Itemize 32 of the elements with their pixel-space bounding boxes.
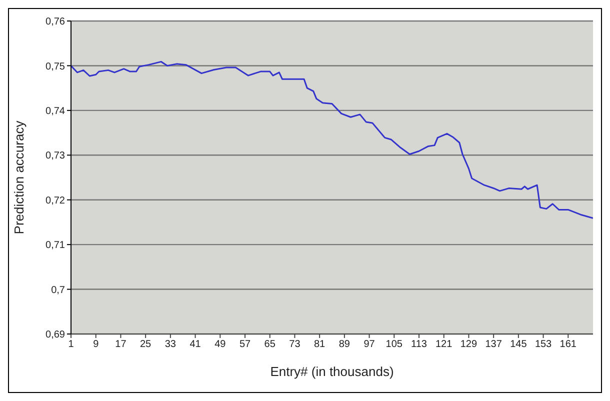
x-tick-label: 9: [93, 339, 100, 350]
line-series: [71, 60, 593, 219]
x-tick-label: 129: [460, 339, 478, 350]
x-tick-label: 113: [411, 339, 428, 350]
x-tick-label: 153: [534, 339, 552, 350]
x-tick-label: 25: [140, 339, 152, 350]
x-tick-label: 33: [164, 339, 176, 350]
x-tick-label: 65: [264, 339, 276, 350]
y-tick-label: 0,71: [46, 240, 66, 252]
x-axis-title: Entry# (in thousands): [270, 364, 394, 379]
y-axis-title: Prediction accuracy: [12, 120, 27, 234]
x-tick-label: 137: [485, 339, 502, 350]
x-tick-label: 121: [436, 339, 453, 350]
x-tick-label: 57: [239, 339, 251, 350]
x-tick-label: 97: [364, 339, 376, 350]
x-tick-label: 81: [314, 339, 326, 350]
x-tick-label: 1: [68, 339, 74, 350]
y-tick-label: 0,73: [46, 150, 66, 162]
y-tick-label: 0,69: [46, 330, 66, 341]
x-tick-label: 89: [338, 339, 350, 350]
x-tick-label: 49: [214, 339, 226, 350]
y-tick-label: 0,76: [46, 16, 66, 28]
y-tick-label: 0,72: [46, 195, 66, 206]
x-tick-label: 73: [289, 339, 301, 350]
y-tick-label: 0,7: [51, 284, 66, 296]
x-tick-label: 17: [115, 339, 127, 350]
x-tick-label: 41: [190, 339, 202, 350]
x-tick-label: 161: [560, 339, 577, 350]
y-tick-label: 0,74: [46, 106, 66, 117]
x-tick-label: 145: [510, 339, 528, 350]
y-tick-label: 0,75: [46, 61, 66, 72]
x-tick-label: 105: [386, 339, 403, 350]
